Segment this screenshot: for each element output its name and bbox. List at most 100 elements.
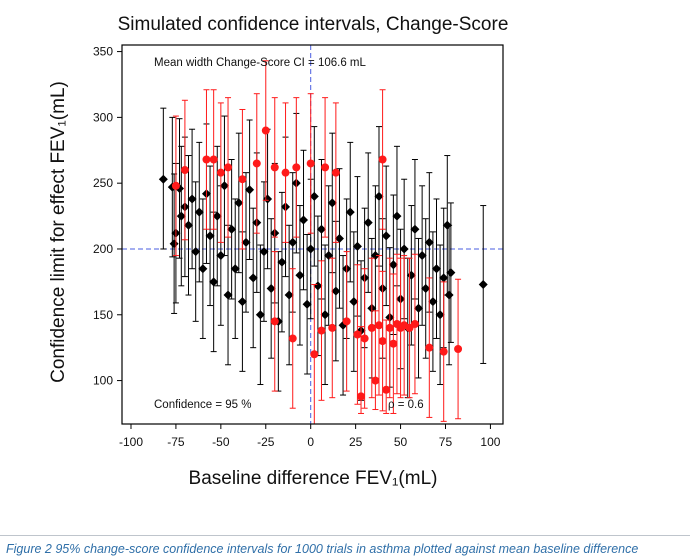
error-bar-point	[425, 277, 434, 418]
error-bar-point	[230, 198, 240, 339]
diamond-marker	[219, 181, 229, 191]
diamond-marker	[428, 297, 438, 307]
circle-marker	[224, 163, 233, 172]
diamond-marker	[295, 270, 305, 280]
diamond-marker	[299, 215, 309, 225]
diamond-marker	[327, 198, 337, 208]
chart: -100 -75 -50 -25 0 25 50 75 100 100 150 200 250 300 35…	[48, 14, 508, 489]
diamond-marker	[212, 211, 222, 221]
error-bar-point	[378, 270, 387, 412]
error-bar-point	[405, 257, 414, 399]
error-bar-point	[158, 107, 168, 250]
circle-marker	[281, 168, 290, 177]
diamond-marker	[259, 247, 269, 257]
error-bar-point	[327, 132, 337, 274]
error-bar-point	[360, 268, 369, 409]
x-axis-label: Baseline difference FEV₁(mL)	[189, 468, 438, 489]
x-tick-label: 50	[394, 435, 408, 449]
error-bar-point	[241, 172, 251, 313]
x-tick-label: 0	[307, 435, 314, 449]
x-tick-label: 75	[439, 435, 453, 449]
diamond-marker	[424, 237, 434, 247]
error-bar-point	[259, 181, 269, 322]
error-bar-point	[382, 319, 391, 414]
diamond-marker	[176, 211, 186, 221]
diamond-marker	[306, 244, 316, 254]
error-bar-point	[302, 234, 312, 375]
diamond-marker	[309, 191, 319, 201]
circle-marker	[306, 159, 315, 168]
error-bar-point	[295, 205, 305, 346]
diamond-marker	[349, 297, 359, 307]
diamond-marker	[381, 231, 391, 241]
circle-marker	[270, 317, 279, 326]
error-bar-point	[444, 224, 454, 366]
plot-frame	[121, 44, 504, 425]
error-bar-point	[266, 218, 276, 359]
circle-marker	[202, 155, 211, 164]
error-bar-point	[334, 168, 344, 309]
error-bar-point	[202, 89, 211, 230]
error-bar-point	[281, 102, 290, 243]
error-bar-point	[288, 268, 297, 409]
diamond-marker	[198, 264, 208, 274]
x-tick-label: -50	[212, 435, 230, 449]
x-tick-label: -25	[257, 435, 275, 449]
x-tick-label: 25	[349, 435, 363, 449]
diamond-marker	[334, 233, 344, 243]
circle-marker	[374, 321, 383, 330]
diamond-marker	[363, 218, 373, 228]
diamond-marker	[331, 286, 341, 296]
error-bar-point	[223, 224, 233, 366]
error-bar-point	[320, 244, 330, 386]
diamond-marker	[417, 251, 427, 261]
diamond-marker	[227, 224, 237, 234]
error-bar-point	[299, 149, 309, 291]
error-bar-point	[270, 251, 279, 392]
diamond-marker	[432, 264, 442, 274]
y-tick-label: 100	[93, 374, 113, 388]
error-bar-point	[389, 273, 398, 414]
error-bar-point	[183, 155, 193, 296]
circle-marker	[385, 323, 394, 332]
circle-marker	[378, 337, 387, 346]
error-bar-point	[328, 257, 337, 399]
circle-marker	[371, 376, 380, 385]
diamond-marker	[187, 194, 197, 204]
diamond-marker	[277, 257, 287, 267]
error-bar-point	[169, 173, 179, 314]
error-bar-point	[371, 310, 380, 411]
diamond-marker	[392, 211, 402, 221]
diamond-marker	[345, 207, 355, 217]
diamond-marker	[191, 247, 201, 257]
diamond-marker	[288, 237, 298, 247]
circle-marker	[252, 159, 261, 168]
diamond-marker	[223, 290, 233, 300]
diamond-marker	[313, 281, 323, 291]
circle-marker	[328, 323, 337, 332]
diamond-marker	[444, 290, 454, 300]
error-bar-point	[180, 99, 189, 241]
x-tick-label: -75	[167, 435, 185, 449]
error-bar-point	[317, 260, 326, 401]
error-bar-point	[446, 202, 456, 343]
error-bar-point	[367, 257, 376, 399]
error-bar-point	[349, 231, 359, 372]
circle-marker	[342, 317, 351, 326]
error-bar-point	[385, 257, 394, 399]
error-bar-point	[331, 102, 340, 243]
error-bar-point	[392, 253, 401, 395]
diamond-marker	[237, 297, 247, 307]
diamond-marker	[266, 283, 276, 293]
circle-marker	[360, 334, 369, 343]
error-bar-point	[248, 207, 258, 349]
diamond-marker	[255, 310, 265, 320]
error-bar-point	[378, 89, 387, 230]
confidence-annotation: Confidence = 95 %	[154, 399, 252, 411]
error-bar-point	[292, 97, 301, 238]
circle-marker	[288, 334, 297, 343]
circle-marker	[310, 350, 319, 359]
circle-marker	[270, 163, 279, 172]
diamond-marker	[183, 220, 193, 230]
error-bar-point	[198, 198, 208, 339]
